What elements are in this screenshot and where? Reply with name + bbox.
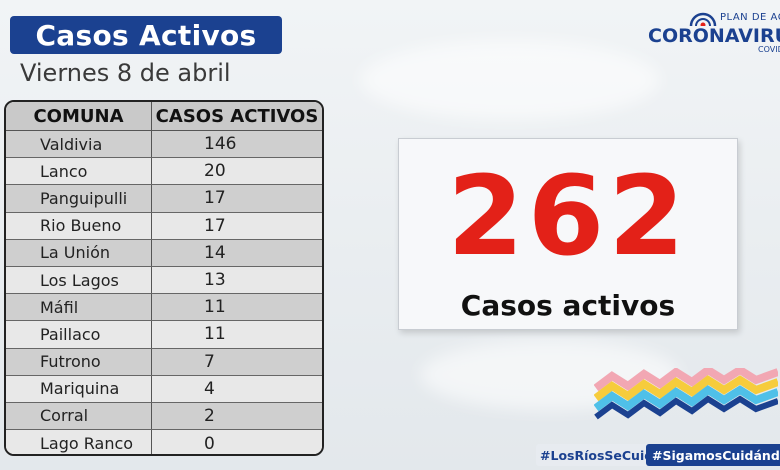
logo-plan-text: PLAN DE ACCI — [720, 12, 780, 23]
comuna-cell: Corral — [6, 402, 152, 430]
total-card: 262 Casos activos — [398, 138, 738, 330]
comuna-cell: La Unión — [6, 239, 152, 266]
table-body: Valdivia 146 Lanco 20 Panguipulli 17 Rio Bueno… — [6, 131, 322, 454]
table-row: Máfil 11 — [6, 294, 322, 322]
comuna-cell: Máfil — [6, 294, 152, 321]
table-header: COMUNA CASOS ACTIVOS — [6, 102, 322, 131]
plan-de-accion-sun-icon — [689, 12, 717, 26]
logo-covid-text: COVID — [758, 45, 780, 54]
table-row: Rio Bueno 17 — [6, 212, 322, 240]
hashtag-sigamos: #SigamosCuidándonos — [646, 444, 780, 466]
comuna-cell: Futrono — [6, 348, 152, 375]
table-row: La Unión 14 — [6, 239, 322, 267]
hashtag-los-rios: #LosRíosSeCuida — [536, 444, 666, 466]
table-row: Corral 2 — [6, 402, 322, 431]
table-row: Futrono 7 — [6, 348, 322, 376]
casos-cell: 2 — [204, 405, 215, 426]
total-label: Casos activos — [460, 289, 676, 322]
comuna-cell: Los Lagos — [6, 266, 152, 294]
casos-cell: 0 — [204, 433, 215, 454]
casos-cell: 146 — [204, 134, 237, 155]
comuna-cell: Mariquina — [6, 375, 152, 402]
comuna-cell: Rio Bueno — [6, 212, 152, 239]
casos-cell: 4 — [204, 378, 215, 399]
comuna-cell: Panguipulli — [6, 185, 152, 212]
total-value: 262 — [447, 152, 689, 280]
casos-cell: 17 — [204, 215, 226, 236]
casos-cell: 20 — [204, 161, 226, 182]
background-cloud — [360, 40, 660, 120]
casos-cell: 11 — [204, 324, 226, 345]
wave-stripes-icon — [594, 368, 778, 420]
table-row: Los Lagos 13 — [6, 266, 322, 295]
table-row: Valdivia 146 — [6, 131, 322, 159]
casos-cell: 11 — [204, 297, 226, 318]
casos-cell: 17 — [204, 188, 226, 209]
coronavirus-logo: PLAN DE ACCI CORONAVIRU COVID — [640, 8, 780, 58]
casos-cell: 13 — [204, 270, 226, 291]
table-row: Panguipulli 17 — [6, 185, 322, 213]
table-row: Paillaco 11 — [6, 321, 322, 349]
cases-table: COMUNA CASOS ACTIVOS Valdivia 146 Lanco 20 P… — [4, 100, 324, 456]
table-row: Mariquina 4 — [6, 375, 322, 403]
table-row: Lago Ranco 0 — [6, 430, 322, 454]
header-casos: CASOS ACTIVOS — [155, 105, 319, 127]
date-subtitle: Viernes 8 de abril — [20, 59, 231, 87]
comuna-cell: Paillaco — [6, 321, 152, 348]
page-title: Casos Activos — [10, 16, 282, 54]
comuna-cell: Valdivia — [6, 131, 152, 158]
table-row: Lanco 20 — [6, 158, 322, 186]
casos-cell: 14 — [204, 242, 226, 263]
comuna-cell: Lago Ranco — [6, 430, 152, 454]
casos-cell: 7 — [204, 351, 215, 372]
header-comuna: COMUNA — [6, 102, 152, 130]
comuna-cell: Lanco — [6, 158, 152, 185]
logo-main-text: CORONAVIRU — [648, 25, 780, 47]
